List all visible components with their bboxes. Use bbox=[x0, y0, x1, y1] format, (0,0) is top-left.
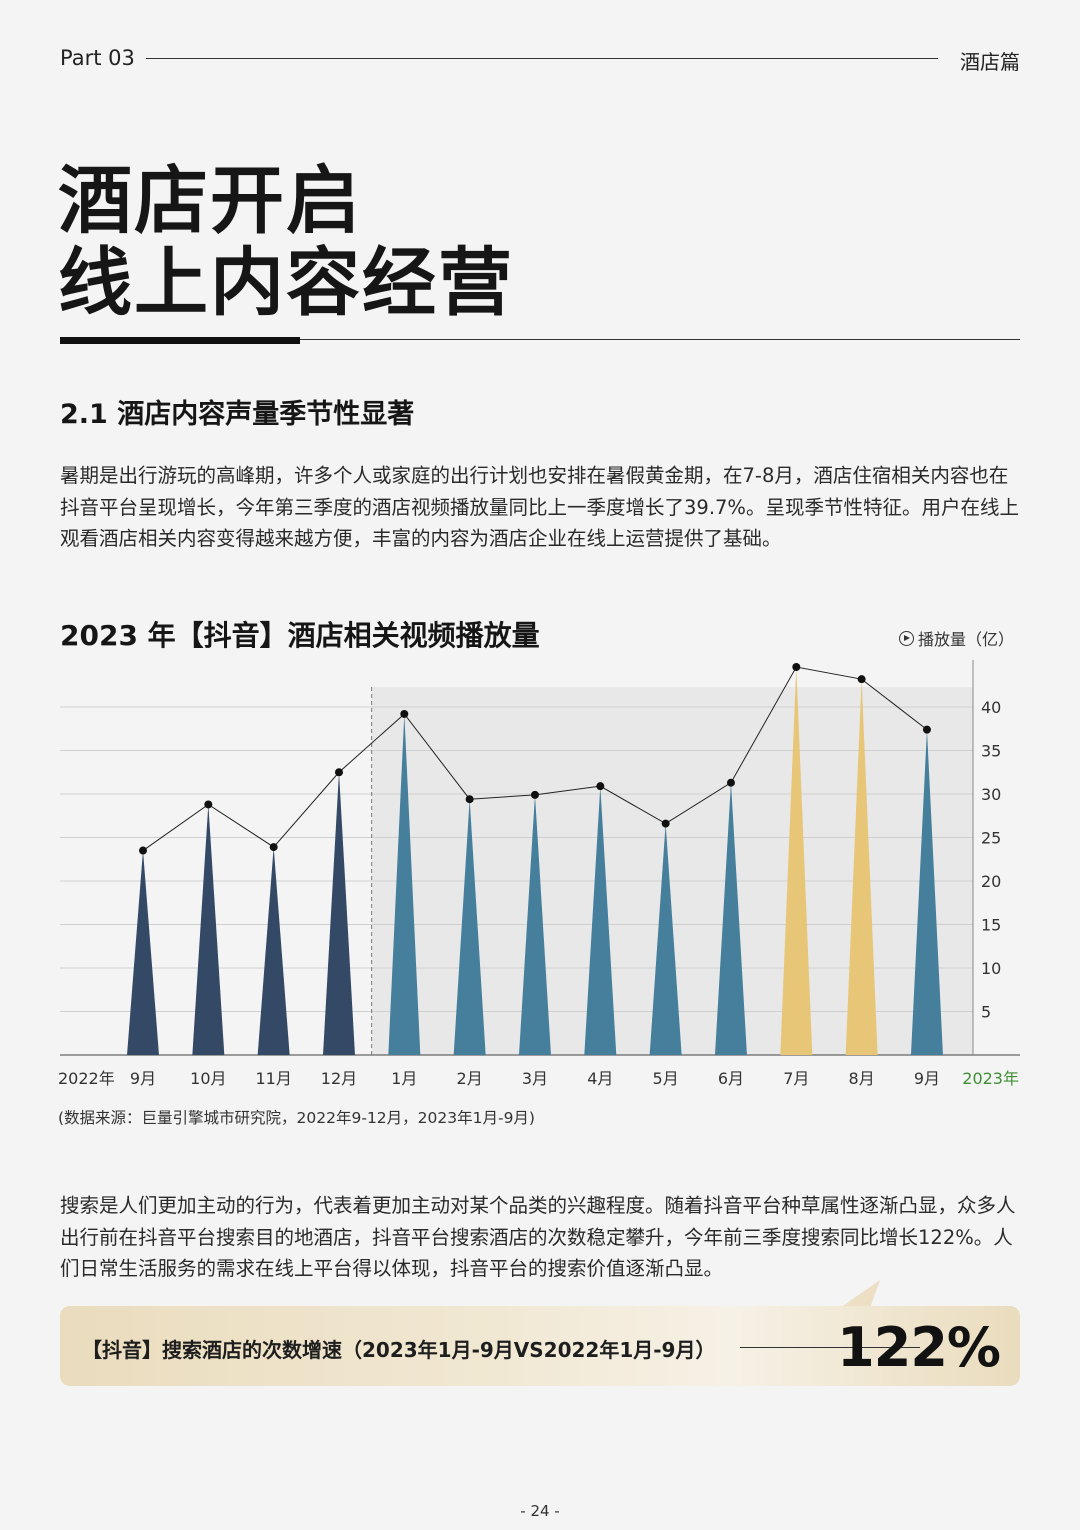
y-tick-label: 10 bbox=[981, 959, 1001, 978]
callout-label: 【抖音】搜索酒店的次数增速（2023年1月-9月VS2022年1月-9月） bbox=[82, 1338, 716, 1362]
x-tick-label: 9月 bbox=[130, 1069, 156, 1088]
y-tick-label: 15 bbox=[981, 916, 1001, 935]
title-divider bbox=[60, 339, 1020, 340]
section-heading: 2.1 酒店内容声量季节性显著 bbox=[60, 399, 415, 430]
callout-value: 122% bbox=[837, 1316, 1001, 1379]
data-point bbox=[661, 819, 670, 828]
chart-unit-label: 播放量（亿） bbox=[898, 626, 1014, 650]
x-tick-label: 11月 bbox=[255, 1069, 291, 1088]
bar bbox=[192, 804, 225, 1055]
bar bbox=[127, 850, 159, 1055]
y-tick-label: 20 bbox=[981, 872, 1001, 891]
data-point bbox=[792, 663, 801, 671]
chart-unit-text: 播放量（亿） bbox=[917, 630, 1014, 649]
year-start-label: 2022年 bbox=[58, 1069, 115, 1088]
data-point bbox=[596, 782, 605, 791]
bar bbox=[780, 667, 813, 1055]
bar bbox=[910, 729, 943, 1055]
bar bbox=[714, 782, 747, 1055]
data-point bbox=[922, 725, 931, 734]
data-source-note: (数据来源：巨量引擎城市研究院，2022年9-12月，2023年1月-9月) bbox=[58, 1109, 535, 1127]
x-tick-label: 3月 bbox=[522, 1069, 548, 1088]
chart-title: 2023 年【抖音】酒店相关视频播放量 bbox=[60, 619, 540, 652]
x-tick-label: 10月 bbox=[190, 1069, 226, 1088]
x-tick-label: 4月 bbox=[587, 1069, 613, 1088]
part-label: Part 03 bbox=[60, 46, 135, 70]
intro-paragraph: 暑期是出行游玩的高峰期，许多个人或家庭的出行计划也安排在暑假黄金期，在7-8月，… bbox=[60, 464, 1019, 550]
page-title-line1: 酒店开启 bbox=[58, 158, 362, 244]
y-tick-label: 35 bbox=[981, 742, 1001, 761]
x-tick-label: 9月 bbox=[914, 1069, 940, 1088]
bar bbox=[649, 823, 682, 1055]
section-label: 酒店篇 bbox=[960, 50, 1020, 74]
data-point bbox=[269, 843, 278, 852]
data-point bbox=[400, 709, 409, 718]
data-point bbox=[139, 846, 147, 855]
year-end-label: 2023年 bbox=[962, 1069, 1019, 1088]
bar bbox=[518, 794, 551, 1055]
bar bbox=[453, 799, 486, 1055]
x-tick-label: 6月 bbox=[718, 1069, 744, 1088]
data-point bbox=[204, 800, 213, 809]
x-tick-label: 2月 bbox=[457, 1069, 483, 1088]
header-divider bbox=[146, 58, 938, 59]
data-point bbox=[530, 790, 539, 799]
y-tick-label: 25 bbox=[981, 829, 1001, 848]
x-tick-label: 12月 bbox=[321, 1069, 357, 1088]
data-point bbox=[334, 768, 343, 777]
bar bbox=[584, 786, 617, 1055]
callout-leader-line bbox=[740, 1347, 920, 1348]
data-point bbox=[857, 675, 866, 684]
search-paragraph: 搜索是人们更加主动的行为，代表着更加主动对某个品类的兴趣程度。随着抖音平台种草属… bbox=[60, 1194, 1016, 1280]
x-tick-label: 5月 bbox=[653, 1069, 679, 1088]
page-title: 酒店开启 线上内容经营 bbox=[58, 160, 514, 324]
bar bbox=[257, 847, 290, 1055]
title-accent-bar bbox=[60, 337, 300, 344]
y-tick-label: 40 bbox=[981, 698, 1001, 717]
y-tick-label: 30 bbox=[981, 785, 1001, 804]
page-header: Part 03 酒店篇 bbox=[60, 42, 1020, 76]
video-views-chart: 5 10 15 20 25 30 35 40 2022年 9月 10月 11月 12月 1月 2月 3月 4月 5… bbox=[58, 660, 1020, 1088]
x-tick-label: 7月 bbox=[783, 1069, 809, 1088]
y-tick-label: 5 bbox=[981, 1003, 991, 1022]
bar bbox=[322, 772, 355, 1055]
data-point bbox=[726, 778, 735, 787]
x-tick-label: 1月 bbox=[391, 1069, 417, 1088]
play-icon bbox=[898, 630, 914, 646]
data-point bbox=[465, 795, 474, 804]
page-number: - 24 - bbox=[520, 1502, 560, 1520]
search-growth-callout: 【抖音】搜索酒店的次数增速（2023年1月-9月VS2022年1月-9月） 12… bbox=[60, 1306, 1020, 1386]
callout-pointer bbox=[819, 1280, 881, 1308]
x-tick-label: 8月 bbox=[849, 1069, 875, 1088]
page-title-line2: 线上内容经营 bbox=[58, 240, 514, 326]
bar bbox=[388, 713, 421, 1055]
bar bbox=[845, 679, 878, 1055]
